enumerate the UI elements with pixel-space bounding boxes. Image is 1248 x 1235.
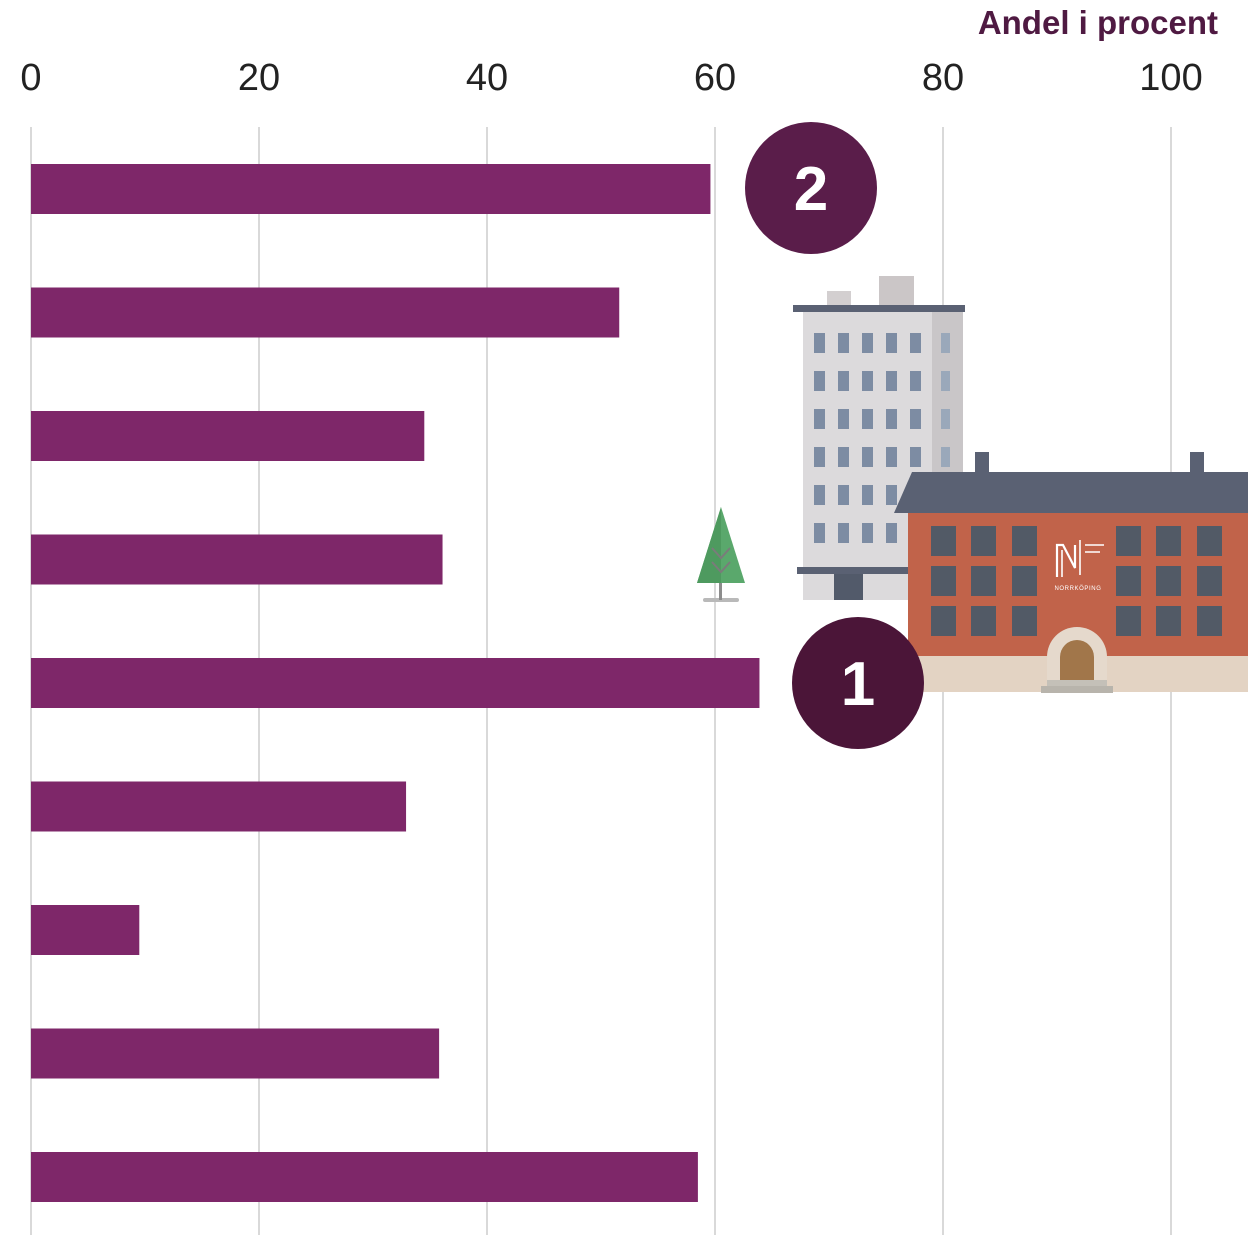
window bbox=[886, 485, 897, 505]
window bbox=[931, 606, 956, 636]
window bbox=[838, 409, 849, 429]
window bbox=[971, 526, 996, 556]
bar bbox=[31, 411, 425, 461]
window bbox=[941, 333, 950, 353]
bar bbox=[31, 287, 620, 338]
window bbox=[838, 333, 849, 353]
window bbox=[886, 371, 897, 391]
x-tick-label: 100 bbox=[1139, 57, 1202, 99]
window bbox=[838, 485, 849, 505]
tree-icon bbox=[697, 507, 745, 602]
bars bbox=[31, 164, 760, 1202]
x-tick-label: 20 bbox=[238, 57, 280, 99]
bar bbox=[31, 905, 140, 955]
window bbox=[862, 333, 873, 353]
x-tick-label: 60 bbox=[694, 57, 736, 99]
window bbox=[886, 333, 897, 353]
bar bbox=[31, 1152, 698, 1202]
window bbox=[1156, 606, 1181, 636]
window bbox=[910, 371, 921, 391]
x-tick-label: 40 bbox=[466, 57, 508, 99]
window bbox=[931, 566, 956, 596]
window bbox=[838, 523, 849, 543]
marker-1-label: 1 bbox=[841, 650, 875, 719]
window bbox=[941, 409, 950, 429]
window bbox=[1012, 566, 1037, 596]
x-tick-label: 80 bbox=[922, 57, 964, 99]
x-tick-label: 0 bbox=[20, 57, 41, 99]
bar bbox=[31, 164, 711, 214]
window bbox=[1012, 606, 1037, 636]
window bbox=[814, 409, 825, 429]
window bbox=[1156, 566, 1181, 596]
marker-2: 2 bbox=[745, 122, 877, 254]
x-axis-tick-labels: 0 20 40 60 80 100 bbox=[20, 57, 1202, 99]
window bbox=[814, 333, 825, 353]
window bbox=[971, 566, 996, 596]
window bbox=[886, 523, 897, 543]
window bbox=[1197, 606, 1222, 636]
window bbox=[941, 447, 950, 467]
window bbox=[814, 447, 825, 467]
window bbox=[1012, 526, 1037, 556]
window bbox=[910, 409, 921, 429]
bar bbox=[31, 658, 760, 708]
window bbox=[1116, 526, 1141, 556]
window bbox=[862, 409, 873, 429]
logo-text: NORRKÖPING bbox=[1054, 585, 1101, 592]
window bbox=[971, 606, 996, 636]
window bbox=[1197, 566, 1222, 596]
window bbox=[886, 447, 897, 467]
window bbox=[862, 523, 873, 543]
window bbox=[814, 523, 825, 543]
window bbox=[838, 447, 849, 467]
window bbox=[910, 447, 921, 467]
window bbox=[1197, 526, 1222, 556]
school-windows bbox=[931, 526, 1222, 636]
window bbox=[1116, 606, 1141, 636]
bar bbox=[31, 1028, 440, 1079]
apartment-windows bbox=[814, 333, 950, 543]
window bbox=[910, 333, 921, 353]
marker-2-label: 2 bbox=[794, 155, 828, 224]
unit-label: Andel i procent bbox=[978, 4, 1218, 41]
window bbox=[838, 371, 849, 391]
window bbox=[941, 371, 950, 391]
bar bbox=[31, 534, 443, 585]
marker-1: 1 bbox=[792, 617, 924, 749]
window bbox=[862, 485, 873, 505]
window bbox=[886, 409, 897, 429]
window bbox=[931, 526, 956, 556]
city-logo: NORRKÖPING bbox=[1054, 540, 1104, 592]
bar bbox=[31, 781, 407, 832]
window bbox=[862, 371, 873, 391]
window bbox=[814, 371, 825, 391]
window bbox=[1156, 526, 1181, 556]
school-building-icon: NORRKÖPING bbox=[894, 452, 1248, 693]
window bbox=[1116, 566, 1141, 596]
window bbox=[814, 485, 825, 505]
window bbox=[862, 447, 873, 467]
